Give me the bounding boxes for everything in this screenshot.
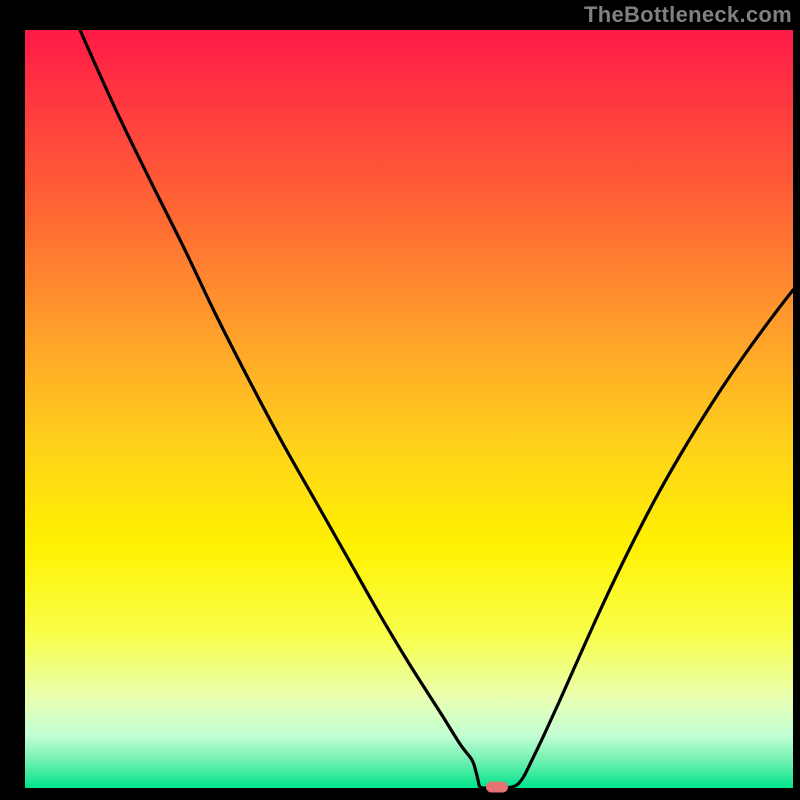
optimal-point-marker [486,782,508,793]
chart-plot-area [25,30,793,788]
watermark-text: TheBottleneck.com [584,2,792,28]
chart-container: TheBottleneck.com [0,0,800,800]
bottleneck-chart [0,0,800,800]
